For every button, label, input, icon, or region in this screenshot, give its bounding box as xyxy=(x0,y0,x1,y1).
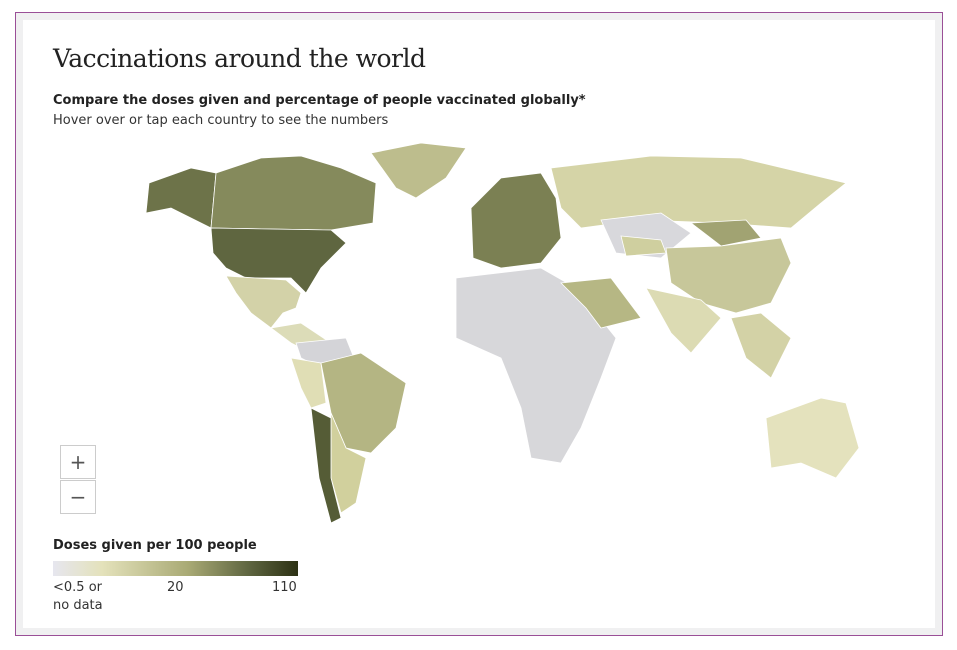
zoom-out[interactable]: − xyxy=(60,480,96,514)
legend-gradient xyxy=(53,561,298,576)
country[interactable] xyxy=(620,235,667,257)
country[interactable] xyxy=(689,219,762,247)
legend-label: 110 xyxy=(272,580,297,595)
legend-label: 20 xyxy=(167,580,184,595)
country[interactable] xyxy=(210,155,377,231)
country[interactable] xyxy=(765,397,860,479)
country[interactable] xyxy=(145,167,217,229)
country[interactable] xyxy=(470,172,562,269)
legend-title: Doses given per 100 people xyxy=(53,538,257,553)
zoom-in[interactable]: + xyxy=(60,445,96,479)
subtitle: Compare the doses given and percentage o… xyxy=(53,93,586,108)
country[interactable] xyxy=(730,312,792,379)
card: Vaccinations around the world Compare th… xyxy=(23,20,935,628)
country[interactable] xyxy=(310,407,342,524)
country[interactable] xyxy=(560,277,642,329)
country[interactable] xyxy=(550,155,847,229)
country[interactable] xyxy=(665,237,792,314)
country[interactable] xyxy=(290,357,327,409)
country[interactable] xyxy=(370,142,467,199)
title: Vaccinations around the world xyxy=(53,44,426,73)
frame: Vaccinations around the world Compare th… xyxy=(15,12,943,636)
legend-label: no data xyxy=(53,598,103,613)
legend-label: <0.5 or xyxy=(53,580,102,595)
world-map xyxy=(145,142,860,524)
country[interactable] xyxy=(320,352,407,454)
instruction: Hover over or tap each country to see th… xyxy=(53,113,389,128)
country[interactable] xyxy=(645,287,722,354)
country[interactable] xyxy=(210,227,347,294)
country[interactable] xyxy=(225,275,302,329)
